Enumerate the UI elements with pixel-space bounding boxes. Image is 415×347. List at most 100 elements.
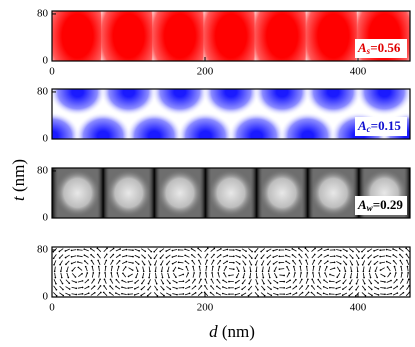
vector-arrow (311, 292, 316, 296)
y-axis-label: t (nm) (9, 159, 28, 201)
vector-head (342, 282, 345, 285)
vector-arrow (140, 292, 146, 296)
vector-head (55, 282, 57, 285)
vector-head (149, 263, 152, 266)
vector-head (125, 248, 128, 251)
vector-head (395, 272, 397, 274)
vector-head (255, 270, 258, 273)
vector-arrow (91, 266, 94, 272)
vector-arrow (222, 255, 228, 258)
vector-head (125, 260, 128, 263)
vector-head (291, 254, 294, 256)
vector-arrow (274, 266, 277, 272)
vector-head (212, 259, 215, 262)
vector-head (52, 250, 55, 253)
vector-head (182, 293, 185, 295)
vector-arrow (98, 266, 100, 272)
vector-head (305, 259, 307, 262)
vector-arrow (77, 261, 83, 264)
vector-head (269, 282, 272, 285)
vector-head (261, 263, 263, 266)
vector-head (234, 293, 237, 296)
vector-arrow (198, 285, 202, 290)
vector-head (266, 263, 269, 266)
vector-head (213, 253, 215, 256)
vector-arrow (311, 254, 316, 259)
vector-arrow (350, 272, 352, 278)
vector-head (54, 276, 57, 279)
vector-head (329, 273, 331, 276)
vector-head (250, 263, 253, 266)
vector-arrow (235, 286, 241, 290)
vector-head (146, 294, 149, 297)
vector-head (194, 285, 197, 288)
vector-head (235, 276, 238, 279)
vector-head (369, 276, 372, 279)
vector-head (367, 257, 370, 259)
vector-head (348, 288, 351, 291)
vector-head (218, 265, 221, 268)
vector-head (68, 282, 71, 285)
vector-head (87, 279, 90, 281)
vector-head (277, 293, 279, 296)
vector-head (131, 269, 134, 271)
vector-head (278, 255, 281, 258)
vector-arrow (336, 266, 341, 272)
x-tick-label: 0 (49, 66, 55, 78)
vector-head (228, 274, 230, 277)
vector-arrow (104, 260, 107, 265)
vector-head (310, 285, 313, 287)
cell (54, 169, 101, 217)
vector-arrow (128, 261, 134, 264)
vector-head (292, 265, 295, 268)
cell (105, 169, 152, 217)
vector-head (364, 288, 366, 291)
vector-head (199, 272, 202, 274)
vector-head (99, 285, 102, 287)
vector-head (314, 247, 316, 250)
cell (305, 89, 362, 116)
vector-head (100, 291, 102, 294)
vector-arrow (406, 260, 410, 265)
vector-head (177, 255, 180, 257)
vector-head (182, 286, 185, 289)
vector-head (318, 272, 320, 274)
vector-head (276, 282, 279, 284)
vector-head (285, 254, 287, 257)
y-tick-label: 0 (43, 291, 49, 303)
vector-head (254, 257, 257, 260)
vector-arrow (255, 272, 258, 278)
vector-arrow (292, 248, 297, 252)
vector-arrow (392, 292, 398, 296)
vector-head (127, 293, 130, 296)
vector-head (313, 259, 316, 262)
vector-head (260, 257, 263, 259)
vector-head (241, 294, 243, 297)
vector-arrow (362, 272, 365, 278)
vector-head (153, 250, 155, 253)
vector-head (284, 248, 287, 251)
vector-head (239, 256, 241, 259)
vector-head (307, 278, 309, 281)
vector-head (361, 263, 364, 266)
vector-head (241, 288, 243, 291)
vector-head (249, 270, 252, 273)
y-tick-label: 0 (43, 212, 49, 224)
vector-arrow (97, 260, 101, 265)
annotation-subscript: c (367, 124, 371, 134)
vector-arrow (285, 260, 291, 265)
vector-head (209, 291, 212, 294)
vector-arrow (323, 286, 329, 290)
vector-arrow (204, 279, 208, 284)
vector-head (163, 294, 165, 297)
vector-arrow (84, 286, 89, 290)
vector-head (322, 292, 325, 295)
vector-head (342, 288, 344, 290)
vector-arrow (375, 272, 378, 278)
vector-head (262, 276, 265, 279)
vector-arrow (84, 248, 89, 252)
vector-head (160, 263, 162, 266)
vector-head (232, 249, 235, 251)
wall (97, 168, 110, 218)
vector-arrow (116, 266, 120, 272)
